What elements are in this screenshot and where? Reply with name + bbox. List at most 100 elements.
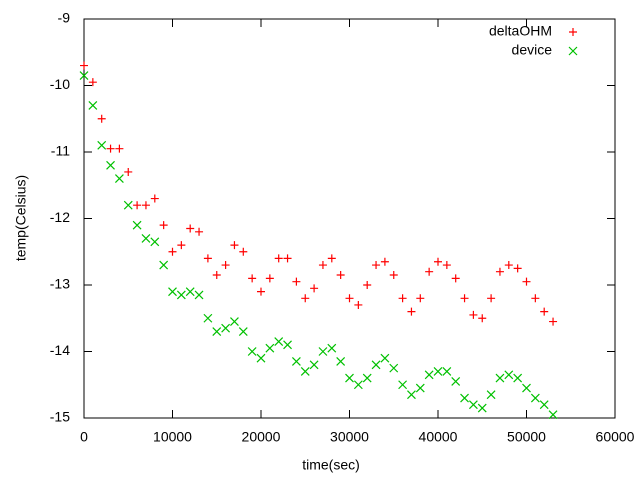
data-point (477, 403, 487, 413)
data-point (79, 71, 89, 80)
data-point (416, 294, 425, 303)
data-point (97, 140, 107, 150)
x-tick-label: 0 (80, 429, 88, 445)
data-point (124, 167, 133, 176)
data-point (114, 174, 124, 184)
data-point (203, 313, 213, 323)
data-point (88, 101, 98, 110)
data-point (301, 294, 310, 303)
data-point (318, 347, 328, 356)
data-point (247, 347, 257, 356)
data-point (88, 78, 97, 87)
data-point (106, 144, 115, 153)
data-point (389, 271, 398, 280)
data-point (433, 367, 443, 376)
data-point (203, 254, 212, 263)
data-point (336, 357, 346, 366)
data-point (274, 337, 284, 346)
data-point (257, 287, 265, 296)
data-point (504, 261, 513, 270)
data-point (424, 370, 434, 380)
data-point (451, 274, 460, 283)
y-axis-label: temp(Celsius) (13, 175, 29, 261)
data-point (327, 343, 337, 353)
y-tick-label: -13 (50, 276, 70, 292)
legend-label: device (512, 42, 553, 58)
data-point (115, 144, 124, 153)
data-point (415, 383, 425, 393)
data-point (123, 200, 133, 210)
y-tick-label: -11 (51, 143, 70, 159)
y-tick-label: -14 (50, 342, 70, 358)
data-point (80, 61, 88, 70)
data-point (327, 254, 336, 263)
x-axis-label: time(sec) (302, 457, 360, 473)
data-point (133, 201, 142, 210)
data-point (513, 264, 522, 273)
data-point (468, 400, 478, 410)
data-point (238, 327, 248, 336)
data-point (451, 377, 461, 386)
data-point (168, 247, 177, 256)
legend-marker (569, 28, 577, 36)
data-point (487, 294, 496, 303)
data-point (168, 287, 177, 297)
data-point (221, 261, 230, 270)
data-point (265, 274, 274, 283)
data-point (221, 323, 231, 333)
data-point (212, 271, 221, 280)
data-point (372, 261, 381, 270)
x-tick-label: 50000 (507, 429, 546, 445)
data-point (150, 237, 160, 247)
data-point (495, 267, 504, 276)
data-point (265, 343, 275, 353)
data-point (159, 221, 168, 230)
data-point (177, 241, 186, 250)
data-point (530, 393, 540, 403)
x-tick-label: 30000 (330, 429, 369, 445)
x-tick-label: 10000 (153, 429, 192, 445)
data-point (186, 224, 195, 233)
data-point (539, 400, 549, 410)
data-point (309, 360, 319, 370)
data-point (283, 254, 292, 263)
data-point (398, 380, 408, 390)
data-point (283, 340, 292, 350)
data-point (486, 390, 496, 400)
data-point (336, 271, 345, 280)
data-point (363, 281, 372, 289)
data-point (371, 360, 381, 370)
data-point (345, 294, 354, 303)
data-point (460, 393, 469, 403)
data-point (194, 290, 204, 300)
data-point (132, 220, 142, 230)
data-point (380, 353, 390, 363)
y-tick-label: -12 (50, 209, 70, 225)
legend-marker (568, 46, 578, 56)
data-point (389, 363, 399, 373)
data-point (230, 317, 239, 326)
data-point (522, 277, 531, 286)
data-point (469, 310, 478, 319)
data-point (540, 307, 549, 316)
data-point (549, 317, 558, 326)
data-point (106, 160, 115, 170)
data-point (380, 257, 389, 266)
data-point (522, 383, 531, 393)
data-point (407, 307, 416, 316)
data-point (292, 277, 301, 286)
data-point (442, 367, 452, 376)
data-point (460, 294, 469, 303)
data-point (353, 380, 363, 390)
data-point (548, 410, 558, 420)
data-point (362, 373, 372, 383)
data-point (300, 367, 310, 376)
data-point (513, 373, 523, 383)
data-point (354, 300, 363, 309)
data-point (185, 287, 195, 297)
data-point (442, 261, 451, 270)
data-point (97, 114, 106, 123)
y-tick-label: -15 (50, 409, 70, 425)
data-point (195, 227, 204, 236)
